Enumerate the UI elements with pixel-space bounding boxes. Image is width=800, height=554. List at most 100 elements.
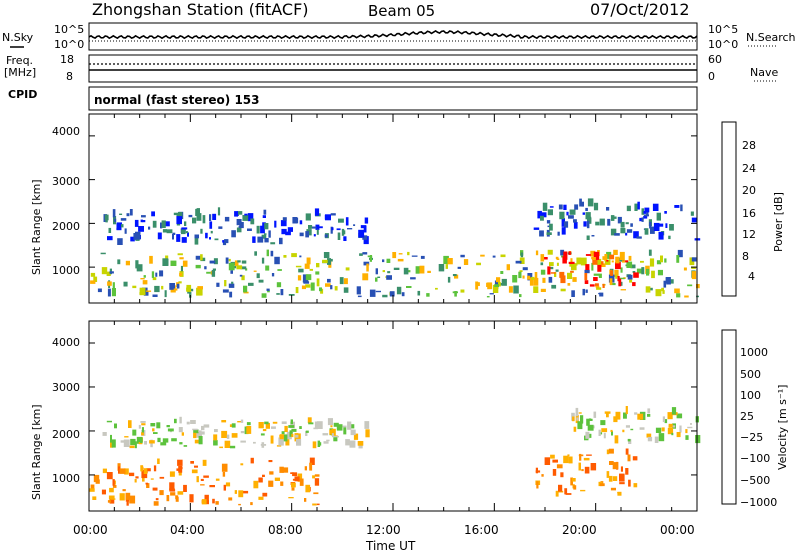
velocity-panel-scatter-cell	[110, 439, 113, 448]
power-panel-scatter-cell	[299, 232, 304, 237]
power-panel-scatter-cell	[217, 207, 221, 216]
velocity-panel-scatter-cell	[281, 421, 287, 424]
power-panel-scatter-cell	[231, 281, 234, 284]
power-panel-scatter-cell	[398, 253, 403, 255]
velocity-panel-scatter-cell	[209, 485, 215, 488]
velocity-panel-scatter-cell	[125, 492, 131, 500]
power-panel-scatter-cell	[445, 264, 448, 269]
power-panel-scatter-cell	[401, 292, 405, 297]
power-panel-scatter-cell	[174, 261, 177, 265]
power-panel-scatter-cell	[592, 256, 598, 265]
velocity-panel-scatter-cell	[240, 440, 246, 443]
velocity-panel-scatter-cell	[114, 423, 117, 429]
power-panel-scatter-cell	[109, 271, 114, 274]
power-panel-scatter-cell	[596, 258, 602, 265]
velocity-panel-scatter-cell	[202, 459, 207, 466]
velocity-panel-scatter-cell	[333, 437, 338, 442]
power-panel-scatter-cell	[108, 227, 112, 233]
x-tick: 16:00	[464, 523, 499, 537]
power-panel-scatter-cell	[242, 215, 249, 221]
velocity-panel-scatter-cell	[330, 425, 333, 428]
power-panel-scatter-cell	[262, 215, 266, 218]
power-panel-scatter-cell	[665, 277, 670, 284]
power-panel-scatter-cell	[358, 229, 365, 238]
power-panel-scatter-cell	[291, 253, 297, 258]
power-panel-scatter-cell	[280, 289, 284, 296]
power-panel-scatter-cell	[500, 254, 506, 258]
power-panel-scatter-cell	[181, 229, 186, 235]
power-panel-scatter-cell	[97, 288, 102, 293]
velocity-cbar-tick: 500	[740, 368, 761, 381]
power-panel-scatter-cell	[339, 277, 344, 285]
power-panel-scatter-cell	[586, 235, 590, 240]
velocity-panel-scatter-cell	[313, 492, 319, 495]
velocity-panel-scatter-cell	[536, 481, 539, 489]
velocity-panel-scatter-cell	[183, 445, 188, 447]
power-panel-scatter-cell	[533, 227, 540, 230]
velocity-panel-scatter-cell	[140, 438, 143, 443]
power-panel-scatter-cell	[584, 280, 589, 284]
cpid-label: CPID	[8, 88, 38, 101]
velocity-panel-scatter-cell	[138, 442, 143, 445]
power-panel-scatter-cell	[519, 257, 525, 264]
power-panel-scatter-cell	[247, 228, 252, 231]
velocity-panel-scatter-cell	[215, 478, 220, 481]
power-panel-scatter-cell	[633, 231, 639, 239]
power-panel-scatter-cell	[120, 218, 127, 221]
velocity-panel-scatter-cell	[625, 425, 630, 428]
velocity-panel-scatter-cell	[198, 430, 202, 433]
velocity-panel-scatter-cell	[221, 430, 228, 438]
velocity-panel-scatter-cell	[201, 499, 207, 505]
velocity-panel-scatter-cell	[282, 467, 289, 473]
power-panel-scatter-cell	[561, 219, 565, 227]
velocity-panel-scatter-cell	[664, 419, 668, 424]
power-panel-scatter-cell	[267, 290, 270, 293]
power-panel-scatter-cell	[584, 269, 590, 274]
power-panel-scatter-cell	[515, 260, 522, 264]
power-panel-scatter-cell	[569, 209, 576, 215]
velocity-panel-scatter-cell	[192, 428, 198, 431]
power-panel-scatter-cell	[657, 269, 663, 276]
velocity-panel-scatter-cell	[136, 436, 143, 444]
power-panel-scatter-cell	[646, 268, 650, 276]
power-panel-scatter-cell	[518, 271, 522, 279]
velocity-panel-scatter-cell	[304, 498, 307, 502]
power-panel-scatter-cell	[696, 284, 700, 289]
velocity-panel-scatter-cell	[585, 431, 590, 439]
velocity-panel-scatter-cell	[364, 421, 370, 429]
velocity-panel-scatter-cell	[614, 435, 619, 444]
power-panel-scatter-cell	[480, 254, 485, 257]
velocity-panel-scatter-cell	[270, 435, 274, 444]
power-panel-scatter-cell	[222, 240, 225, 243]
power-panel-scatter-cell	[537, 210, 542, 219]
velocity-panel-scatter-cell	[201, 425, 205, 431]
power-panel-scatter-cell	[460, 289, 465, 293]
power-cbar-tick: 8	[742, 250, 749, 263]
power-panel-scatter-cell	[375, 268, 378, 275]
power-panel-scatter-cell	[677, 249, 683, 258]
power-panel-scatter-cell	[234, 211, 238, 217]
power-panel-scatter-cell	[234, 260, 239, 267]
power-panel-scatter-cell	[184, 221, 187, 226]
power-panel-scatter-cell	[570, 270, 574, 273]
power-panel-scatter-cell	[492, 284, 499, 293]
power-panel-scatter-cell	[302, 274, 309, 283]
velocity-panel-scatter-cell	[634, 412, 638, 415]
power-panel-scatter-cell	[661, 287, 664, 292]
power-panel-scatter-cell	[292, 217, 298, 224]
power-cbar-tick: 28	[742, 139, 756, 152]
power-panel-scatter-cell	[200, 254, 203, 261]
power-panel-scatter-cell	[609, 254, 615, 260]
power-panel-scatter-cell	[542, 257, 548, 260]
velocity-panel-scatter-cell	[570, 477, 573, 486]
power-panel-scatter-cell	[200, 228, 203, 234]
power-panel-scatter-cell	[549, 223, 553, 231]
velocity-panel-scatter-cell	[274, 477, 280, 481]
velocity-panel-scatter-cell	[587, 424, 594, 431]
power-panel-scatter-cell	[652, 203, 659, 211]
velocity-panel-scatter-cell	[646, 433, 652, 438]
power-panel-scatter-cell	[665, 223, 668, 228]
velocity-panel-scatter-cell	[237, 421, 241, 423]
power-panel-scatter-cell	[306, 257, 311, 265]
power-panel-scatter-cell	[411, 255, 418, 257]
